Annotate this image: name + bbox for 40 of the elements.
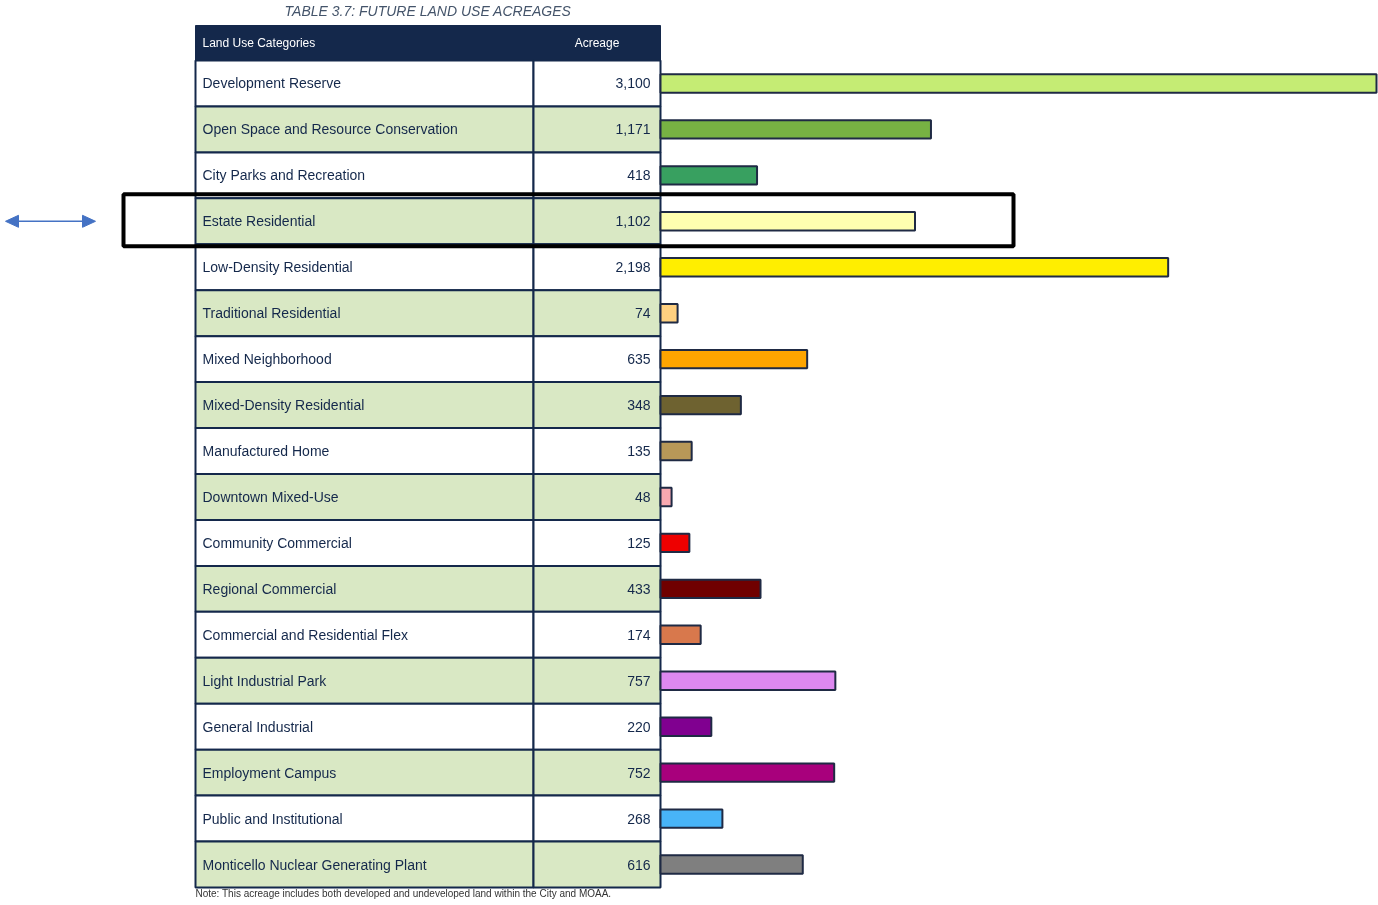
y-tick-label: Light Industrial Park	[202, 672, 328, 689]
y-tick-label: City Parks and Recreation	[202, 167, 366, 184]
data-label: 433	[627, 580, 651, 597]
data-label: 125	[627, 534, 651, 551]
y-tick-label: Regional Commercial	[202, 580, 337, 597]
y-tick-label: Estate Residential	[202, 213, 316, 230]
data-label: 174	[627, 626, 651, 643]
y-tick-label: Low-Density Residential	[202, 259, 353, 276]
y-tick-label: Mixed-Density Residential	[202, 397, 365, 414]
data-label: 268	[627, 810, 651, 827]
data-label: 348	[627, 397, 651, 414]
y-tick-label: Traditional Residential	[202, 305, 341, 322]
text: TABLE 3.7: FUTURE LAND USE ACREAGES	[284, 2, 572, 19]
data-label: 418	[627, 167, 651, 184]
y-tick-label: Mixed Neighborhood	[202, 351, 332, 368]
data-label: 48	[634, 488, 651, 505]
data-label: 3,100	[615, 75, 651, 92]
data-label: 74	[634, 305, 651, 322]
data-label: 616	[627, 856, 651, 873]
y-axis-title: Land Use Categories	[202, 36, 316, 50]
data-label: 135	[627, 443, 651, 460]
text: Note: This acreage includes both developed and undeveloped land within the City and MOAA.	[195, 888, 612, 899]
data-label: 757	[627, 672, 651, 689]
y-tick-label: Monticello Nuclear Generating Plant	[202, 856, 427, 873]
data-label: 1,171	[615, 121, 651, 138]
y-tick-label: Public and Institutional	[202, 810, 343, 827]
data-label: 1,102	[615, 213, 651, 230]
y-tick-label: Open Space and Resource Conservation	[202, 121, 458, 138]
data-label: 2,198	[615, 259, 651, 276]
y-tick-label: General Industrial	[202, 718, 314, 735]
data-label: 635	[627, 351, 651, 368]
y-tick-label: Downtown Mixed-Use	[202, 488, 339, 505]
y-tick-label: Employment Campus	[202, 764, 337, 781]
y-tick-label: Manufactured Home	[202, 443, 330, 460]
y-tick-label: Development Reserve	[202, 75, 342, 92]
data-label: 220	[627, 718, 651, 735]
x-axis-title: Acreage	[574, 36, 620, 50]
y-tick-label: Community Commercial	[202, 534, 352, 551]
data-label: 752	[627, 764, 651, 781]
y-tick-label: Commercial and Residential Flex	[202, 626, 408, 643]
